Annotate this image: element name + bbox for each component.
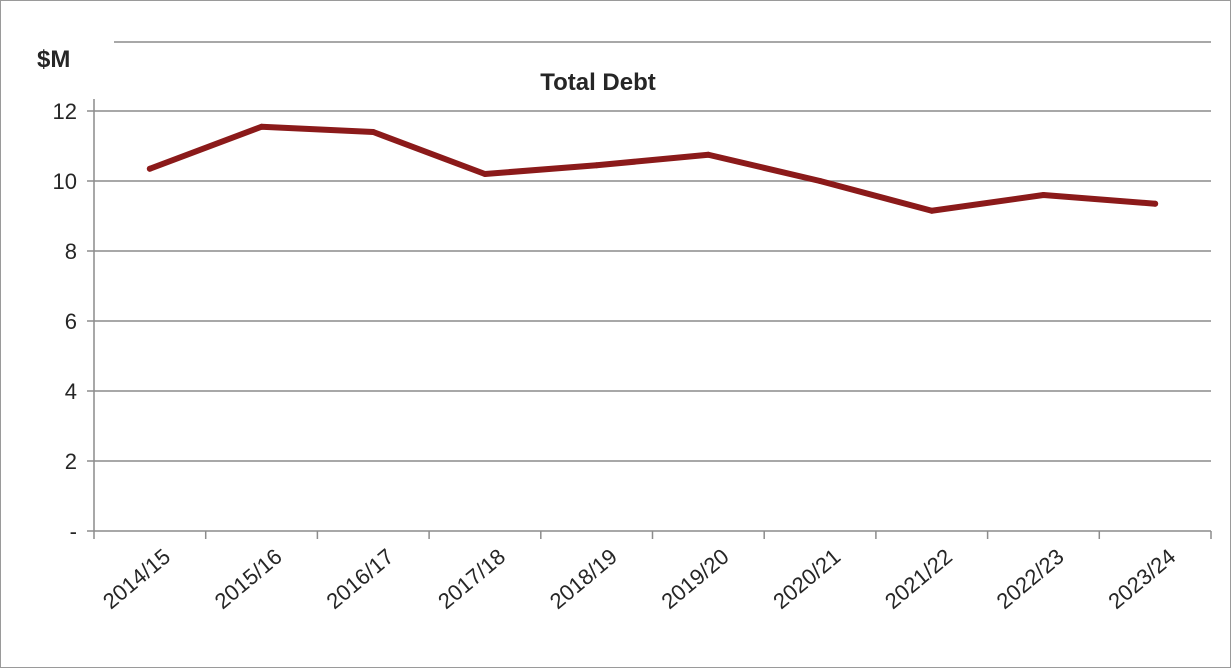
chart-title: Total Debt	[540, 69, 656, 96]
y-tick-label: 12	[53, 99, 77, 124]
x-tick-label: 2021/22	[880, 544, 957, 614]
y-axis-unit-label: $M	[37, 46, 70, 73]
y-tick-labels: - 2 4 6 8 10 12	[53, 99, 77, 544]
series-layer	[146, 123, 1159, 214]
x-tick-label: 2019/20	[657, 544, 734, 614]
y-tick-label: 4	[65, 379, 77, 404]
y-tick-label: 10	[53, 169, 77, 194]
x-tick-label: 2020/21	[768, 544, 845, 614]
series-line	[146, 123, 1159, 214]
y-tick-label: -	[70, 519, 77, 544]
data-point	[928, 207, 935, 214]
y-tick-label: 2	[65, 449, 77, 474]
data-point	[817, 178, 824, 184]
data-point	[1040, 192, 1047, 198]
y-tick-label: 6	[65, 309, 77, 334]
data-point	[370, 129, 377, 135]
data-point	[593, 162, 600, 169]
data-point	[481, 171, 488, 177]
data-point	[705, 151, 712, 158]
x-tick-labels: 2014/15 2015/16 2016/17 2017/18 2018/19 2019/…	[98, 544, 1180, 614]
data-point	[258, 123, 265, 130]
x-tick-label: 2015/16	[210, 544, 287, 614]
x-tick-label: 2022/23	[992, 544, 1069, 614]
data-point	[1152, 200, 1159, 207]
data-point	[146, 165, 153, 172]
x-tick-label: 2018/19	[545, 544, 622, 614]
axes	[87, 99, 1212, 539]
gridlines	[94, 41, 1211, 462]
y-tick-label: 8	[65, 239, 77, 264]
x-tick-label: 2014/15	[98, 544, 175, 614]
x-tick-label: 2023/24	[1103, 544, 1180, 614]
x-tick-label: 2017/18	[433, 544, 510, 614]
x-tick-label: 2016/17	[321, 544, 398, 614]
